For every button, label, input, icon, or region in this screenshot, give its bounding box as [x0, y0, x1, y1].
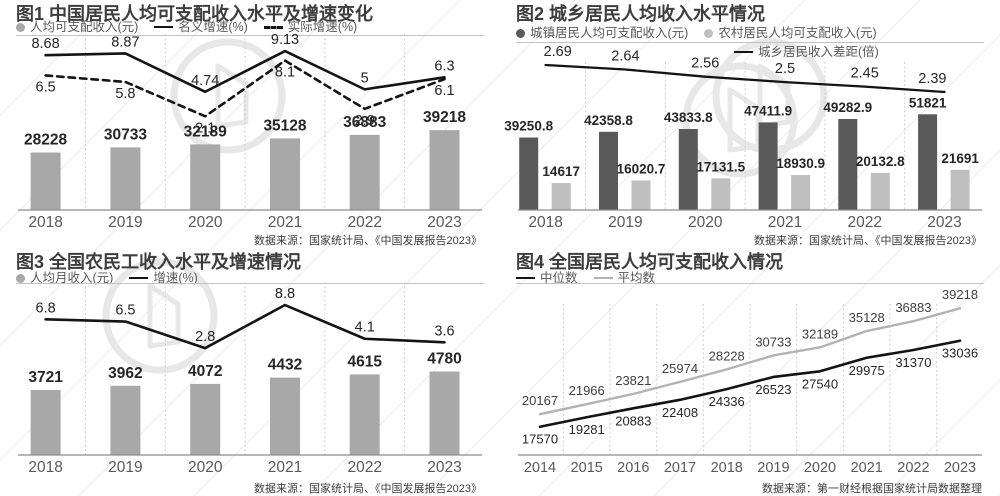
svg-text:19281: 19281: [569, 422, 605, 437]
svg-text:2023: 2023: [927, 214, 961, 231]
svg-text:2023: 2023: [944, 460, 976, 476]
svg-text:2018: 2018: [28, 214, 62, 231]
svg-text:17570: 17570: [522, 432, 558, 447]
svg-text:8.1: 8.1: [275, 65, 295, 81]
svg-text:2021: 2021: [768, 214, 802, 231]
svg-text:2018: 2018: [28, 459, 62, 476]
svg-text:6.5: 6.5: [36, 79, 56, 95]
svg-text:8.68: 8.68: [31, 36, 59, 52]
svg-text:3.6: 3.6: [434, 323, 454, 339]
svg-text:6.5: 6.5: [115, 303, 135, 319]
svg-text:2019: 2019: [757, 460, 789, 476]
svg-text:28228: 28228: [709, 348, 745, 363]
svg-text:4615: 4615: [347, 353, 382, 370]
svg-text:8.8: 8.8: [275, 286, 295, 302]
svg-text:27540: 27540: [802, 376, 838, 391]
svg-text:6.8: 6.8: [36, 300, 56, 316]
svg-text:20132.8: 20132.8: [856, 154, 905, 169]
svg-text:31370: 31370: [895, 355, 931, 370]
svg-text:18930.9: 18930.9: [776, 156, 825, 171]
svg-text:2014: 2014: [524, 460, 556, 476]
svg-text:9.13: 9.13: [271, 32, 299, 48]
svg-text:20883: 20883: [615, 413, 651, 428]
svg-text:42358.8: 42358.8: [584, 113, 633, 128]
svg-text:21966: 21966: [569, 383, 605, 398]
svg-text:6.3: 6.3: [434, 58, 454, 74]
svg-text:5: 5: [361, 70, 369, 86]
svg-text:2022: 2022: [897, 460, 929, 476]
svg-text:2.69: 2.69: [544, 44, 572, 60]
svg-text:2.64: 2.64: [611, 49, 639, 65]
svg-text:2022: 2022: [347, 214, 381, 231]
svg-text:2019: 2019: [108, 459, 142, 476]
svg-text:4072: 4072: [188, 363, 222, 380]
svg-text:23821: 23821: [615, 373, 651, 388]
svg-text:39218: 39218: [942, 287, 978, 302]
svg-text:16020.7: 16020.7: [617, 161, 666, 176]
svg-text:3721: 3721: [28, 369, 63, 386]
svg-text:47411.9: 47411.9: [744, 103, 792, 118]
svg-text:2021: 2021: [851, 460, 883, 476]
svg-text:2018: 2018: [528, 214, 562, 231]
svg-text:4.1: 4.1: [355, 320, 375, 336]
svg-text:2020: 2020: [688, 214, 723, 231]
svg-text:2022: 2022: [347, 459, 381, 476]
svg-text:17131.5: 17131.5: [696, 159, 745, 174]
svg-text:2.45: 2.45: [851, 66, 879, 82]
svg-text:6.1: 6.1: [434, 83, 454, 99]
svg-text:2019: 2019: [608, 214, 642, 231]
svg-text:2023: 2023: [427, 459, 461, 476]
svg-text:2018: 2018: [711, 460, 743, 476]
svg-text:2020: 2020: [804, 460, 836, 476]
svg-text:4780: 4780: [427, 351, 461, 368]
svg-text:22408: 22408: [662, 405, 698, 420]
svg-text:2021: 2021: [268, 459, 302, 476]
svg-text:2023: 2023: [427, 214, 461, 231]
svg-text:29975: 29975: [849, 363, 885, 378]
svg-text:2.5: 2.5: [775, 61, 795, 77]
svg-text:39218: 39218: [423, 109, 466, 126]
svg-text:4.74: 4.74: [191, 73, 219, 89]
svg-text:5.8: 5.8: [115, 86, 135, 102]
svg-text:2019: 2019: [108, 214, 142, 231]
svg-text:32189: 32189: [802, 326, 838, 341]
svg-text:20167: 20167: [522, 393, 558, 408]
svg-text:26523: 26523: [755, 382, 791, 397]
svg-text:4432: 4432: [268, 357, 302, 374]
svg-text:14617: 14617: [542, 164, 580, 179]
svg-text:33036: 33036: [942, 346, 978, 361]
svg-text:36883: 36883: [895, 300, 931, 315]
svg-text:2020: 2020: [188, 459, 223, 476]
svg-text:39250.8: 39250.8: [504, 119, 553, 134]
svg-text:2.39: 2.39: [918, 71, 946, 87]
svg-text:2015: 2015: [571, 460, 603, 476]
svg-text:35128: 35128: [849, 310, 885, 325]
svg-text:2020: 2020: [188, 214, 223, 231]
svg-text:30733: 30733: [104, 126, 147, 143]
svg-text:30733: 30733: [755, 334, 791, 349]
svg-text:2016: 2016: [617, 460, 649, 476]
svg-text:2.56: 2.56: [691, 56, 719, 72]
svg-text:2022: 2022: [847, 214, 881, 231]
svg-text:24336: 24336: [709, 394, 745, 409]
svg-text:21691: 21691: [941, 151, 979, 166]
svg-text:51821: 51821: [909, 95, 947, 110]
svg-text:28228: 28228: [24, 132, 67, 149]
svg-text:43833.8: 43833.8: [664, 110, 713, 125]
svg-text:2.1: 2.1: [195, 120, 215, 136]
svg-text:8.87: 8.87: [111, 35, 139, 51]
svg-text:3962: 3962: [108, 365, 142, 382]
svg-text:2.8: 2.8: [195, 329, 215, 345]
svg-text:2.9: 2.9: [355, 113, 375, 129]
svg-text:2017: 2017: [664, 460, 696, 476]
svg-text:2021: 2021: [268, 214, 302, 231]
svg-text:25974: 25974: [662, 361, 698, 376]
svg-text:49282.9: 49282.9: [823, 100, 872, 115]
svg-text:35128: 35128: [263, 117, 306, 134]
